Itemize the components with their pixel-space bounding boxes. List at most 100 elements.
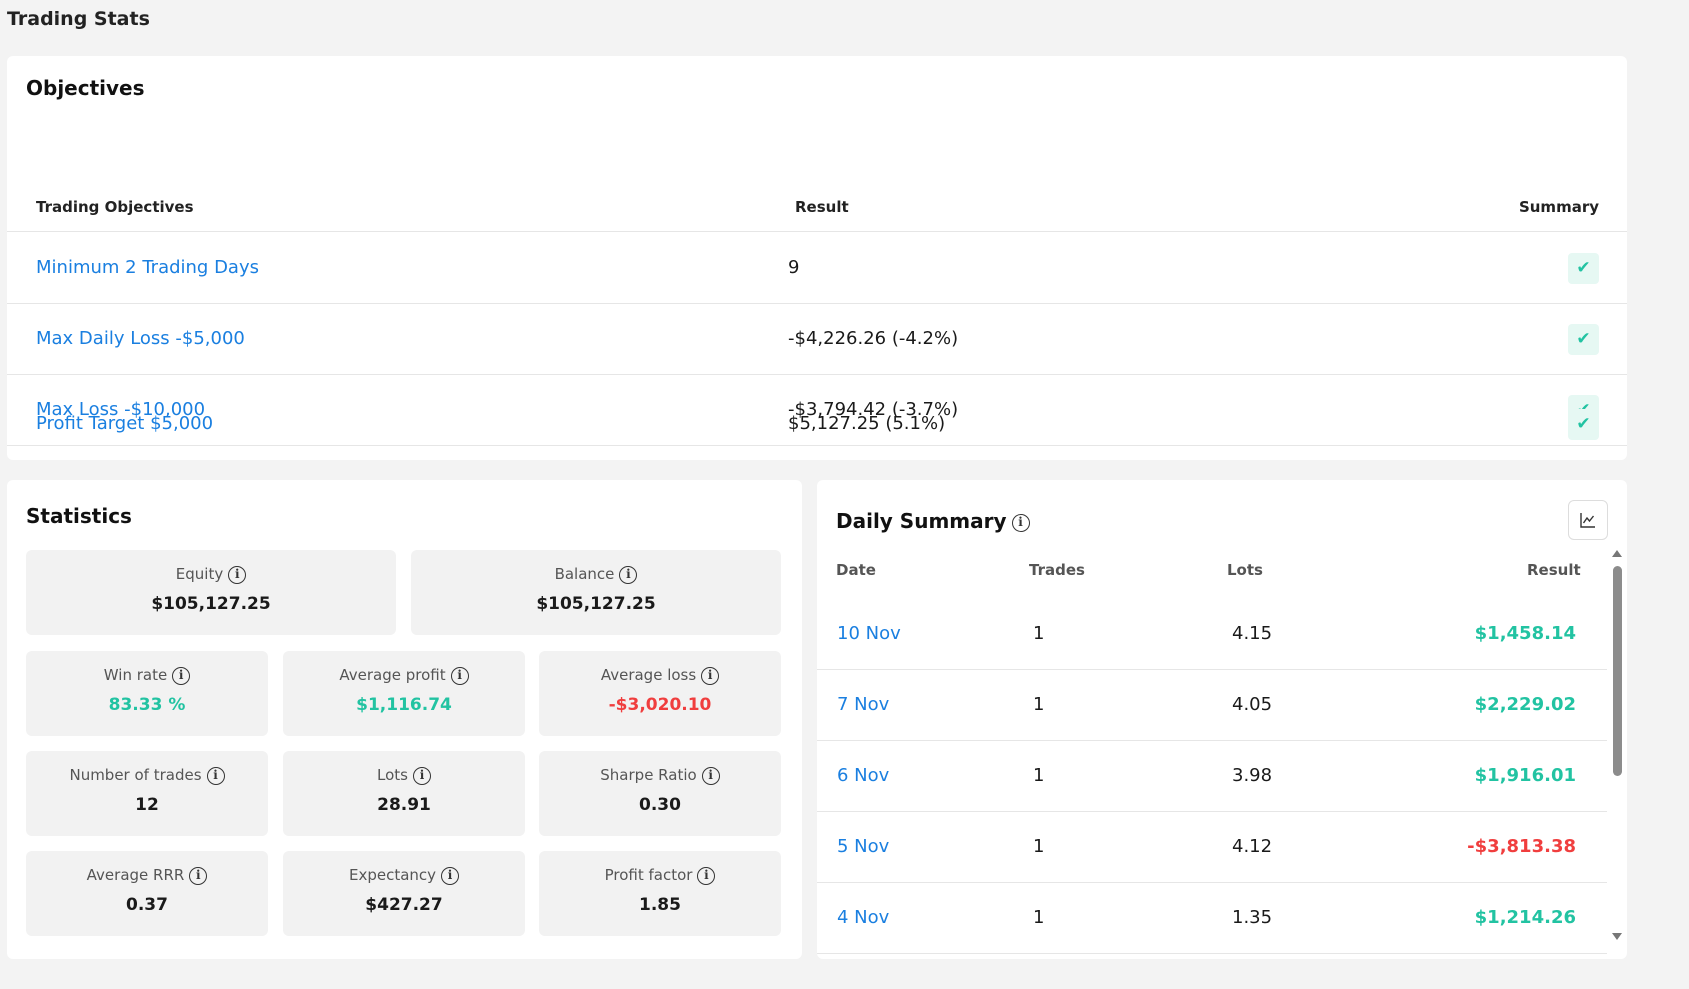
chart-toggle-button[interactable]	[1568, 500, 1608, 540]
info-icon[interactable]: i	[228, 565, 247, 584]
stat-tile-equity: Equity i $105,127.25	[26, 550, 396, 635]
daily-lots: 4.12	[1232, 836, 1273, 857]
daily-result: $1,214.26	[1474, 907, 1576, 928]
daily-result: -$3,813.38	[1467, 836, 1576, 857]
stat-label-text: Balance	[554, 565, 615, 583]
info-icon[interactable]: i	[450, 666, 469, 685]
stat-value: 1.85	[639, 895, 681, 915]
stat-value: $427.27	[365, 895, 443, 915]
daily-trades: 1	[1033, 694, 1045, 715]
objective-row: Max Daily Loss -$5,000 -$4,226.26 (-4.2%…	[7, 304, 1627, 375]
daily-summary-card: Daily Summary i Date Trades Lots Result 1…	[817, 480, 1627, 959]
stat-label: Sharpe Ratio i	[539, 766, 781, 785]
daily-result: $1,458.14	[1474, 623, 1576, 644]
info-icon[interactable]: i	[441, 866, 460, 885]
header-result: Result	[1527, 561, 1581, 579]
stat-label: Win rate i	[26, 666, 268, 685]
objectives-card: Objectives Trading Objectives Result Sum…	[7, 56, 1627, 460]
info-icon[interactable]: i	[697, 866, 716, 885]
info-icon[interactable]: i	[1011, 513, 1030, 532]
info-icon[interactable]: i	[189, 866, 208, 885]
stat-label: Equity i	[26, 565, 396, 584]
daily-date-link[interactable]: 7 Nov	[837, 694, 890, 715]
stat-tile-profit-factor: Profit factor i 1.85	[539, 851, 781, 936]
stat-label: Average RRR i	[26, 866, 268, 885]
stat-tile-number-of-trades: Number of trades i 12	[26, 751, 268, 836]
stat-label-text: Number of trades	[69, 766, 202, 784]
info-icon[interactable]: i	[172, 666, 191, 685]
line-chart-icon	[1580, 513, 1595, 528]
objective-result: -$4,226.26 (-4.2%)	[788, 328, 959, 349]
daily-trades: 1	[1033, 836, 1045, 857]
daily-summary-title: Daily Summary i	[836, 509, 1030, 533]
objective-name-link[interactable]: Max Loss -$10,000	[36, 399, 206, 420]
daily-date-link[interactable]: 6 Nov	[837, 765, 890, 786]
header-trading-objectives: Trading Objectives	[36, 198, 194, 216]
header-lots: Lots	[1227, 561, 1263, 579]
stat-tile-average-profit: Average profit i $1,116.74	[283, 651, 525, 736]
scroll-down-icon[interactable]	[1612, 933, 1622, 940]
daily-trades: 1	[1033, 907, 1045, 928]
stat-label: Average profit i	[283, 666, 525, 685]
daily-summary-title-text: Daily Summary	[836, 509, 1007, 533]
scrollbar[interactable]	[1611, 548, 1623, 943]
objective-name-link[interactable]: Max Daily Loss -$5,000	[36, 328, 245, 349]
daily-summary-row: 5 Nov 1 4.12 -$3,813.38	[817, 812, 1607, 883]
statistics-card: Statistics Equity i $105,127.25 Balance i $10…	[7, 480, 802, 959]
stat-tile-expectancy: Expectancy i $427.27	[283, 851, 525, 936]
daily-lots: 4.05	[1232, 694, 1273, 715]
daily-result: $2,229.02	[1474, 694, 1576, 715]
check-icon: ✔	[1568, 253, 1599, 284]
stat-value: 0.30	[639, 795, 681, 815]
daily-date-link[interactable]: 5 Nov	[837, 836, 890, 857]
stat-label: Number of trades i	[26, 766, 268, 785]
objective-result: -$3,794.42 (-3.7%)	[788, 399, 959, 420]
stat-value: $105,127.25	[151, 594, 271, 614]
stat-label: Profit factor i	[539, 866, 781, 885]
objective-name-link[interactable]: Profit Target $5,000	[36, 413, 214, 434]
daily-lots: 1.35	[1232, 907, 1273, 928]
objective-name-link[interactable]: Minimum 2 Trading Days	[36, 257, 259, 278]
daily-lots: 4.15	[1232, 623, 1273, 644]
stat-label-text: Expectancy	[348, 866, 437, 884]
info-icon[interactable]: i	[701, 766, 720, 785]
daily-result: $1,916.01	[1474, 765, 1576, 786]
scrollbar-thumb[interactable]	[1613, 566, 1622, 776]
daily-date-link[interactable]: 4 Nov	[837, 907, 890, 928]
stat-label-text: Average RRR	[86, 866, 185, 884]
objective-row: Minimum 2 Trading Days 9 ✔	[7, 233, 1627, 304]
daily-trades: 1	[1033, 765, 1045, 786]
daily-summary-row: 4 Nov 1 1.35 $1,214.26	[817, 883, 1607, 954]
daily-date-link[interactable]: 10 Nov	[837, 623, 901, 644]
stat-label: Lots i	[283, 766, 525, 785]
info-icon[interactable]: i	[701, 666, 720, 685]
stat-label-text: Sharpe Ratio	[600, 766, 697, 784]
daily-lots: 3.98	[1232, 765, 1273, 786]
stat-label-text: Equity	[175, 565, 224, 583]
daily-summary-row: 6 Nov 1 3.98 $1,916.01	[817, 741, 1607, 812]
stat-label-text: Profit factor	[604, 866, 693, 884]
objectives-title: Objectives	[26, 76, 145, 100]
stat-label-text: Average profit	[339, 666, 446, 684]
stat-value: $105,127.25	[536, 594, 656, 614]
check-icon: ✔	[1568, 324, 1599, 355]
statistics-title: Statistics	[26, 504, 132, 528]
header-summary: Summary	[1518, 198, 1599, 216]
header-date: Date	[836, 561, 876, 579]
stat-value: 83.33 %	[108, 695, 186, 715]
daily-trades: 1	[1033, 623, 1045, 644]
info-icon[interactable]: i	[619, 565, 638, 584]
stat-label-text: Win rate	[103, 666, 168, 684]
check-icon: ✔	[1568, 409, 1599, 440]
stat-tile-lots: Lots i 28.91	[283, 751, 525, 836]
header-result: Result	[795, 198, 849, 216]
info-icon[interactable]: i	[206, 766, 225, 785]
stat-tile-sharpe-ratio: Sharpe Ratio i 0.30	[539, 751, 781, 836]
stat-label: Expectancy i	[283, 866, 525, 885]
daily-summary-row: 7 Nov 1 4.05 $2,229.02	[817, 670, 1607, 741]
scroll-up-icon[interactable]	[1612, 550, 1622, 557]
stat-label-text: Lots	[377, 766, 408, 784]
header-trades: Trades	[1029, 561, 1085, 579]
objectives-table-header: Trading Objectives Result Summary	[7, 138, 1627, 232]
info-icon[interactable]: i	[412, 766, 431, 785]
